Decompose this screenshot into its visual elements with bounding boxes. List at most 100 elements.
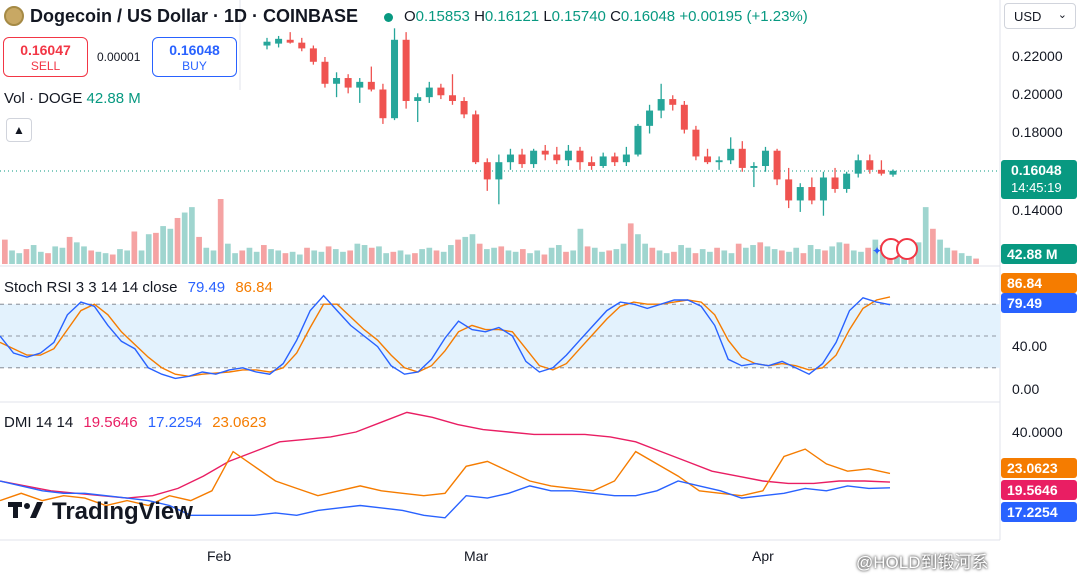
volume-bar — [498, 246, 505, 264]
volume-bar — [404, 254, 411, 264]
close-label: C — [610, 8, 621, 25]
volume-bar — [930, 228, 936, 264]
volume-bar — [922, 207, 929, 264]
sell-button[interactable]: 0.16047 SELL — [3, 37, 88, 77]
volume-bar — [433, 250, 440, 264]
volume-bar — [771, 249, 778, 264]
volume-bar — [390, 251, 397, 264]
volume-bar — [9, 250, 15, 264]
candle-body — [379, 89, 387, 119]
volume-bar — [347, 250, 354, 264]
candle-body — [460, 100, 468, 115]
volume-bar — [311, 250, 318, 264]
candle-body — [286, 39, 294, 43]
candle-body — [715, 160, 723, 163]
sell-label: SELL — [30, 59, 61, 73]
volume-bar — [836, 242, 843, 264]
volume-bar — [743, 247, 749, 264]
price-tick: 0.20000 — [1012, 86, 1063, 102]
candle-body — [750, 166, 758, 168]
volume-bar — [606, 250, 613, 264]
buy-button[interactable]: 0.16048 BUY — [152, 37, 237, 77]
dmi-adx-value: 19.5646 — [83, 414, 138, 431]
volume-bar — [548, 247, 555, 264]
candle-body — [727, 148, 735, 161]
volume-bar — [448, 245, 454, 264]
volume-bar — [426, 247, 433, 264]
volume-bar — [699, 249, 706, 264]
stoch-rsi-label: Stoch RSI 3 3 14 14 close — [4, 279, 178, 296]
market-open-icon — [384, 13, 393, 22]
volume-bar — [304, 247, 310, 264]
volume-bar — [268, 249, 274, 264]
high-value: 0.16121 — [484, 8, 540, 25]
price-tick: 0.14000 — [1012, 202, 1063, 218]
dmi-legend[interactable]: DMI 14 14 19.5646 17.2254 23.0623 — [4, 414, 266, 431]
volume-bar — [397, 250, 404, 264]
symbol-title[interactable]: Dogecoin / US Dollar · 1D · COINBASE — [30, 6, 359, 26]
volume-bar — [253, 251, 260, 264]
candle-body — [541, 150, 549, 155]
volume-bar — [368, 247, 375, 264]
us-flag-event-icon[interactable] — [896, 238, 918, 260]
volume-bar — [807, 245, 814, 264]
volume-bar — [951, 250, 958, 264]
buy-label: BUY — [182, 59, 207, 73]
sparkle-icon[interactable]: ✦ — [872, 244, 883, 258]
candle-body — [808, 187, 816, 201]
dogecoin-logo-icon — [4, 6, 24, 26]
candle-body — [437, 87, 445, 96]
volume-bar — [966, 255, 972, 264]
tradingview-logo[interactable]: TradingView — [8, 498, 193, 527]
volume-bar — [649, 247, 656, 264]
volume-bar — [246, 247, 253, 264]
volume-legend[interactable]: Vol · DOGE 42.88 M — [4, 90, 141, 107]
candle-body — [657, 99, 665, 111]
candle-body — [402, 39, 410, 101]
volume-bar — [37, 251, 44, 264]
volume-bar — [318, 251, 325, 264]
stoch-k-value: 79.49 — [187, 279, 226, 296]
dmi-plus-line — [0, 448, 891, 507]
volume-bar — [124, 250, 130, 264]
volume-bar — [937, 239, 943, 264]
candle-body — [425, 87, 433, 98]
volume-bar — [944, 247, 951, 264]
dmi-minus-axis-tag: 17.2254 — [1001, 502, 1077, 522]
candle-body — [773, 150, 781, 180]
candle-body — [588, 162, 596, 167]
dmi-plus-axis-tag: 23.0623 — [1001, 458, 1077, 478]
dmi-label: DMI 14 14 — [4, 414, 74, 431]
volume-bar — [814, 249, 821, 264]
dmi-pane — [0, 411, 891, 519]
stoch-rsi-legend[interactable]: Stoch RSI 3 3 14 14 close 79.49 86.84 — [4, 279, 273, 296]
currency-select[interactable]: USD ⌄ — [1004, 3, 1076, 29]
volume-bar — [512, 251, 519, 264]
price-tick: 0.18000 — [1012, 124, 1063, 140]
candle-body — [356, 81, 364, 88]
collapse-legend-button[interactable]: ▲ — [6, 118, 32, 142]
candle-body — [854, 160, 862, 174]
volume-bar — [109, 254, 116, 264]
volume-bar — [577, 228, 584, 264]
volume-bar — [332, 249, 339, 264]
dmi-minus-value: 17.2254 — [147, 414, 203, 431]
candle-body — [275, 38, 283, 44]
candle-body — [344, 78, 352, 88]
chevron-up-icon: ▲ — [13, 123, 25, 137]
volume-bar — [275, 250, 282, 264]
volume-bar — [59, 247, 66, 264]
volume-bar — [563, 251, 569, 264]
volume-bar — [325, 246, 332, 264]
volume-bar — [160, 226, 166, 264]
tradingview-wordmark: TradingView — [52, 498, 193, 525]
ohlc-readout: O0.15853 H0.16121 L0.15740 C0.16048 +0.0… — [404, 8, 808, 25]
volume-bar — [728, 253, 735, 264]
volume-bar — [692, 253, 699, 264]
volume-bar — [412, 253, 418, 264]
volume-bar — [138, 250, 145, 264]
volume-bar — [102, 253, 109, 264]
volume-bar — [678, 245, 684, 264]
volume-bar — [95, 251, 102, 264]
